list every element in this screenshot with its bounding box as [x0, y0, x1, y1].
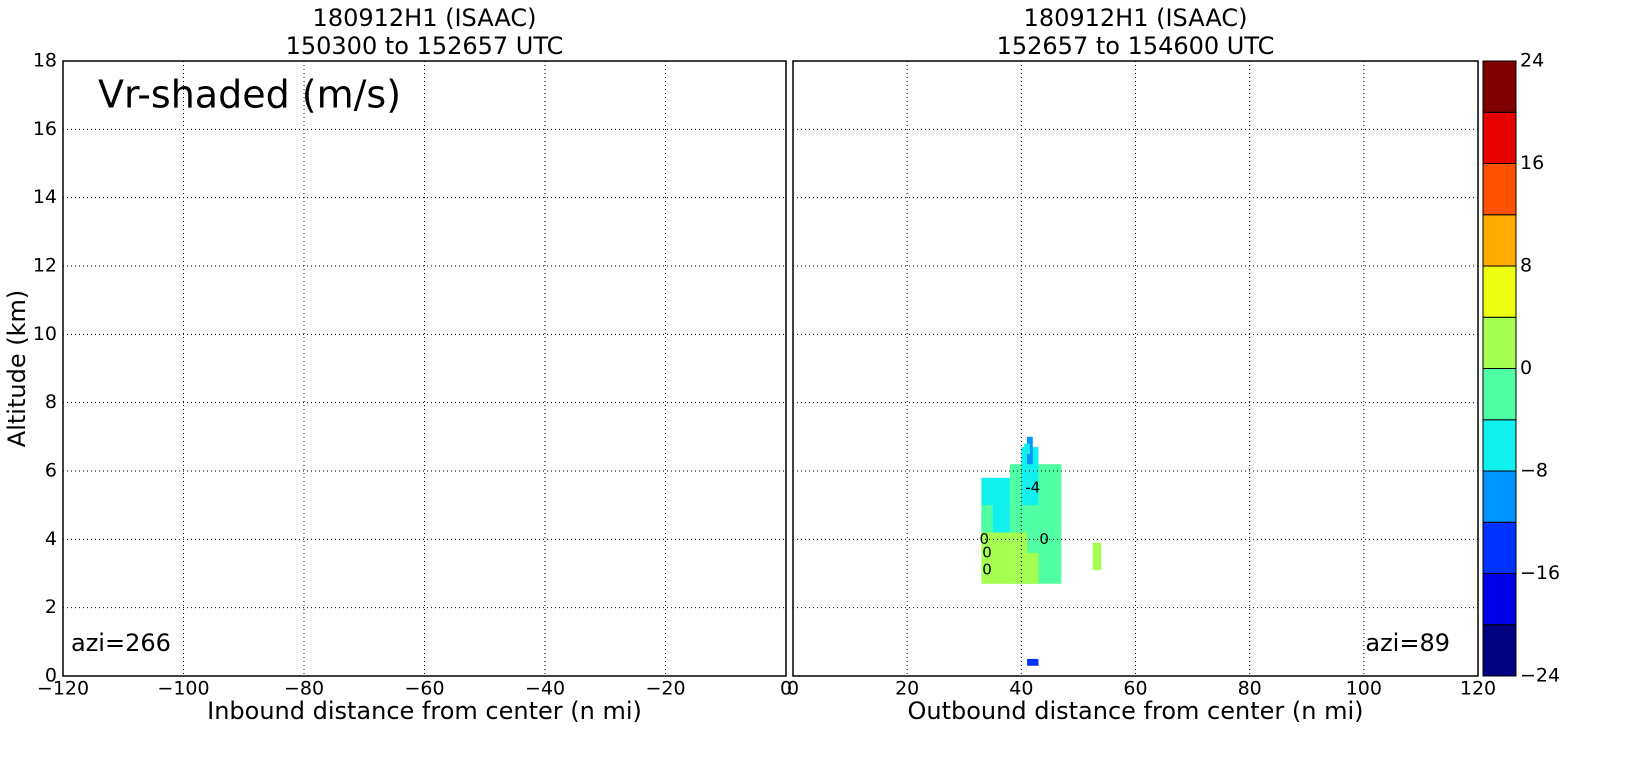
plot-frame	[62, 60, 787, 677]
contour-label: -4	[1025, 479, 1040, 497]
annotation: azi=89	[1365, 629, 1450, 657]
plot-frame	[792, 60, 1479, 677]
radar-cell	[1024, 443, 1030, 454]
radar-cell	[981, 532, 1028, 584]
colorbar-swatch	[1482, 60, 1517, 113]
chart-title: 180912H1 (ISAAC)	[313, 4, 537, 32]
x-tick-label: −120	[37, 678, 89, 700]
x-tick-label: 40	[1009, 678, 1033, 700]
contour-label: 0	[1039, 530, 1049, 548]
radar-cell	[1027, 658, 1039, 666]
contour-label: 0	[982, 561, 992, 579]
colorbar-swatch	[1482, 624, 1517, 677]
x-axis-label: Outbound distance from center (n mi)	[908, 697, 1364, 725]
y-tick-label: 4	[45, 528, 57, 550]
x-tick-label: −100	[157, 678, 209, 700]
x-tick-label: 0	[787, 678, 799, 700]
y-tick-label: 8	[45, 391, 57, 413]
radar-cell	[1092, 542, 1102, 571]
colorbar-swatch	[1482, 214, 1517, 267]
x-tick-label: 0	[780, 678, 792, 700]
y-tick-label: 0	[45, 665, 57, 687]
y-tick-label: 18	[33, 50, 57, 72]
y-tick-label: 14	[33, 186, 57, 208]
colorbar-swatch	[1482, 316, 1517, 369]
colorbar-tick-label: −8	[1520, 460, 1548, 482]
x-tick-label: −20	[645, 678, 685, 700]
colorbar-swatch	[1482, 470, 1517, 523]
colorbar-swatch	[1482, 368, 1517, 421]
x-tick-label: 20	[895, 678, 919, 700]
y-tick-label: 2	[45, 596, 57, 618]
y-tick-label: 6	[45, 460, 57, 482]
chart-subtitle: 152657 to 154600 UTC	[997, 32, 1275, 60]
colorbar-tick-label: 0	[1520, 357, 1532, 379]
chart-subtitle: 150300 to 152657 UTC	[286, 32, 564, 60]
contour-label: 0	[982, 544, 992, 562]
x-tick-label: 80	[1238, 678, 1262, 700]
y-tick-label: 16	[33, 118, 57, 140]
contour-label: 0	[979, 530, 989, 548]
colorbar-tick-label: −24	[1520, 665, 1560, 687]
colorbar-tick-label: −16	[1520, 562, 1560, 584]
x-tick-label: −40	[525, 678, 565, 700]
colorbar-swatch	[1482, 521, 1517, 574]
colorbar-swatch	[1482, 573, 1517, 626]
x-tick-label: 100	[1346, 678, 1382, 700]
x-tick-label: −60	[404, 678, 444, 700]
annotation: Vr-shaded (m/s)	[98, 73, 401, 117]
x-tick-label: 60	[1123, 678, 1147, 700]
x-tick-label: −80	[284, 678, 324, 700]
radar-cell	[981, 505, 993, 533]
y-axis-label: Altitude (km)	[3, 290, 31, 447]
chart-title: 180912H1 (ISAAC)	[1024, 4, 1248, 32]
y-tick-label: 12	[33, 255, 57, 277]
radar-cell	[1021, 447, 1039, 506]
radar-cell	[1027, 553, 1039, 584]
colorbar-tick-label: 24	[1520, 50, 1544, 72]
colorbar-swatch	[1482, 265, 1517, 318]
x-axis-label: Inbound distance from center (n mi)	[207, 697, 642, 725]
colorbar-swatch	[1482, 163, 1517, 216]
colorbar-swatch	[1482, 111, 1517, 164]
colorbar-tick-label: 8	[1520, 255, 1532, 277]
colorbar-swatch	[1482, 419, 1517, 472]
colorbar-tick-label: 16	[1520, 152, 1544, 174]
annotation: azi=266	[71, 629, 171, 657]
x-tick-label: 120	[1460, 678, 1496, 700]
y-tick-label: 10	[33, 323, 57, 345]
